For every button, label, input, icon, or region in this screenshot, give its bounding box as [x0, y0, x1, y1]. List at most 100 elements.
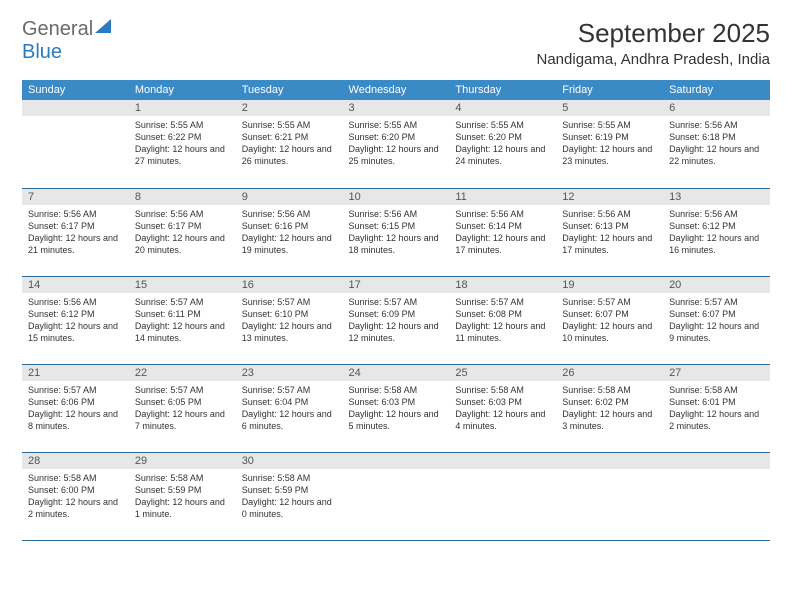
daylight-text: Daylight: 12 hours and 19 minutes.: [242, 232, 337, 256]
calendar-cell: 23Sunrise: 5:57 AMSunset: 6:04 PMDayligh…: [236, 364, 343, 452]
day-details: Sunrise: 5:55 AMSunset: 6:22 PMDaylight:…: [129, 116, 236, 172]
daylight-text: Daylight: 12 hours and 4 minutes.: [455, 408, 550, 432]
sunset-text: Sunset: 6:20 PM: [349, 131, 444, 143]
logo-word-2: Blue: [22, 41, 62, 63]
calendar-cell: 24Sunrise: 5:58 AMSunset: 6:03 PMDayligh…: [343, 364, 450, 452]
day-number: 22: [129, 365, 236, 381]
calendar-cell: 16Sunrise: 5:57 AMSunset: 6:10 PMDayligh…: [236, 276, 343, 364]
logo-word-1: General: [22, 18, 93, 40]
day-number: 21: [22, 365, 129, 381]
day-details: Sunrise: 5:55 AMSunset: 6:21 PMDaylight:…: [236, 116, 343, 172]
calendar-cell: 27Sunrise: 5:58 AMSunset: 6:01 PMDayligh…: [663, 364, 770, 452]
sunset-text: Sunset: 6:03 PM: [349, 396, 444, 408]
daylight-text: Daylight: 12 hours and 0 minutes.: [242, 496, 337, 520]
calendar-cell: 5Sunrise: 5:55 AMSunset: 6:19 PMDaylight…: [556, 100, 663, 188]
sunrise-text: Sunrise: 5:56 AM: [242, 208, 337, 220]
daylight-text: Daylight: 12 hours and 26 minutes.: [242, 143, 337, 167]
sunset-text: Sunset: 6:12 PM: [28, 308, 123, 320]
weekday-header: Friday: [556, 80, 663, 100]
day-number: 7: [22, 189, 129, 205]
sunset-text: Sunset: 5:59 PM: [242, 484, 337, 496]
day-details: Sunrise: 5:57 AMSunset: 6:07 PMDaylight:…: [663, 293, 770, 349]
sunrise-text: Sunrise: 5:57 AM: [562, 296, 657, 308]
day-number: 1: [129, 100, 236, 116]
sunrise-text: Sunrise: 5:58 AM: [455, 384, 550, 396]
sunrise-text: Sunrise: 5:55 AM: [135, 119, 230, 131]
sunrise-text: Sunrise: 5:57 AM: [455, 296, 550, 308]
day-details: Sunrise: 5:57 AMSunset: 6:05 PMDaylight:…: [129, 381, 236, 437]
day-number: 27: [663, 365, 770, 381]
day-number: 2: [236, 100, 343, 116]
daylight-text: Daylight: 12 hours and 11 minutes.: [455, 320, 550, 344]
sunset-text: Sunset: 6:21 PM: [242, 131, 337, 143]
sunset-text: Sunset: 6:22 PM: [135, 131, 230, 143]
calendar-cell: 4Sunrise: 5:55 AMSunset: 6:20 PMDaylight…: [449, 100, 556, 188]
sunset-text: Sunset: 6:14 PM: [455, 220, 550, 232]
sunrise-text: Sunrise: 5:56 AM: [28, 296, 123, 308]
day-number: 10: [343, 189, 450, 205]
day-number: 13: [663, 189, 770, 205]
day-number: 9: [236, 189, 343, 205]
daylight-text: Daylight: 12 hours and 6 minutes.: [242, 408, 337, 432]
sunset-text: Sunset: 6:02 PM: [562, 396, 657, 408]
day-details: Sunrise: 5:58 AMSunset: 6:02 PMDaylight:…: [556, 381, 663, 437]
sunset-text: Sunset: 6:18 PM: [669, 131, 764, 143]
daylight-text: Daylight: 12 hours and 13 minutes.: [242, 320, 337, 344]
daylight-text: Daylight: 12 hours and 27 minutes.: [135, 143, 230, 167]
day-details: Sunrise: 5:55 AMSunset: 6:20 PMDaylight:…: [343, 116, 450, 172]
calendar-cell: 3Sunrise: 5:55 AMSunset: 6:20 PMDaylight…: [343, 100, 450, 188]
day-details: Sunrise: 5:57 AMSunset: 6:09 PMDaylight:…: [343, 293, 450, 349]
sunset-text: Sunset: 6:11 PM: [135, 308, 230, 320]
sunrise-text: Sunrise: 5:58 AM: [28, 472, 123, 484]
day-number-empty: [343, 453, 450, 469]
calendar-cell: 17Sunrise: 5:57 AMSunset: 6:09 PMDayligh…: [343, 276, 450, 364]
sunset-text: Sunset: 6:10 PM: [242, 308, 337, 320]
day-number: 18: [449, 277, 556, 293]
day-details: Sunrise: 5:58 AMSunset: 6:03 PMDaylight:…: [343, 381, 450, 437]
calendar-cell: 25Sunrise: 5:58 AMSunset: 6:03 PMDayligh…: [449, 364, 556, 452]
weekday-header: Tuesday: [236, 80, 343, 100]
daylight-text: Daylight: 12 hours and 24 minutes.: [455, 143, 550, 167]
day-number: 25: [449, 365, 556, 381]
sunrise-text: Sunrise: 5:56 AM: [669, 208, 764, 220]
sunrise-text: Sunrise: 5:57 AM: [242, 296, 337, 308]
day-details: Sunrise: 5:57 AMSunset: 6:04 PMDaylight:…: [236, 381, 343, 437]
daylight-text: Daylight: 12 hours and 16 minutes.: [669, 232, 764, 256]
calendar-cell: 21Sunrise: 5:57 AMSunset: 6:06 PMDayligh…: [22, 364, 129, 452]
calendar-cell: 9Sunrise: 5:56 AMSunset: 6:16 PMDaylight…: [236, 188, 343, 276]
sunrise-text: Sunrise: 5:55 AM: [562, 119, 657, 131]
title-block: September 2025 Nandigama, Andhra Pradesh…: [537, 18, 771, 68]
calendar-cell: 20Sunrise: 5:57 AMSunset: 6:07 PMDayligh…: [663, 276, 770, 364]
day-details: Sunrise: 5:58 AMSunset: 5:59 PMDaylight:…: [236, 469, 343, 525]
daylight-text: Daylight: 12 hours and 17 minutes.: [562, 232, 657, 256]
day-number: 29: [129, 453, 236, 469]
day-details: Sunrise: 5:57 AMSunset: 6:11 PMDaylight:…: [129, 293, 236, 349]
calendar-cell: 30Sunrise: 5:58 AMSunset: 5:59 PMDayligh…: [236, 452, 343, 540]
sunset-text: Sunset: 6:20 PM: [455, 131, 550, 143]
day-details: Sunrise: 5:57 AMSunset: 6:07 PMDaylight:…: [556, 293, 663, 349]
day-number: 19: [556, 277, 663, 293]
sunrise-text: Sunrise: 5:58 AM: [669, 384, 764, 396]
day-details: Sunrise: 5:56 AMSunset: 6:12 PMDaylight:…: [663, 205, 770, 261]
calendar-cell: 28Sunrise: 5:58 AMSunset: 6:00 PMDayligh…: [22, 452, 129, 540]
calendar-cell: [449, 452, 556, 540]
daylight-text: Daylight: 12 hours and 10 minutes.: [562, 320, 657, 344]
calendar-week-row: 21Sunrise: 5:57 AMSunset: 6:06 PMDayligh…: [22, 364, 770, 452]
day-details: Sunrise: 5:57 AMSunset: 6:06 PMDaylight:…: [22, 381, 129, 437]
day-details: Sunrise: 5:56 AMSunset: 6:14 PMDaylight:…: [449, 205, 556, 261]
sunset-text: Sunset: 6:09 PM: [349, 308, 444, 320]
sunrise-text: Sunrise: 5:56 AM: [28, 208, 123, 220]
day-details: Sunrise: 5:58 AMSunset: 6:01 PMDaylight:…: [663, 381, 770, 437]
sunrise-text: Sunrise: 5:56 AM: [349, 208, 444, 220]
sunset-text: Sunset: 6:07 PM: [669, 308, 764, 320]
day-number: 12: [556, 189, 663, 205]
weekday-header: Monday: [129, 80, 236, 100]
daylight-text: Daylight: 12 hours and 22 minutes.: [669, 143, 764, 167]
daylight-text: Daylight: 12 hours and 18 minutes.: [349, 232, 444, 256]
calendar-cell: 12Sunrise: 5:56 AMSunset: 6:13 PMDayligh…: [556, 188, 663, 276]
daylight-text: Daylight: 12 hours and 14 minutes.: [135, 320, 230, 344]
calendar-week-row: 28Sunrise: 5:58 AMSunset: 6:00 PMDayligh…: [22, 452, 770, 540]
calendar-cell: 6Sunrise: 5:56 AMSunset: 6:18 PMDaylight…: [663, 100, 770, 188]
day-number: 5: [556, 100, 663, 116]
day-details: Sunrise: 5:56 AMSunset: 6:17 PMDaylight:…: [22, 205, 129, 261]
